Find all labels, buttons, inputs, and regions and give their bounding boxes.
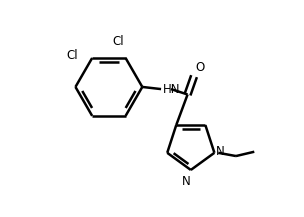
Text: N: N bbox=[216, 145, 225, 158]
Text: N: N bbox=[182, 175, 190, 188]
Text: Cl: Cl bbox=[67, 49, 78, 62]
Text: HN: HN bbox=[163, 83, 180, 96]
Text: O: O bbox=[195, 61, 204, 74]
Text: Cl: Cl bbox=[112, 35, 124, 48]
